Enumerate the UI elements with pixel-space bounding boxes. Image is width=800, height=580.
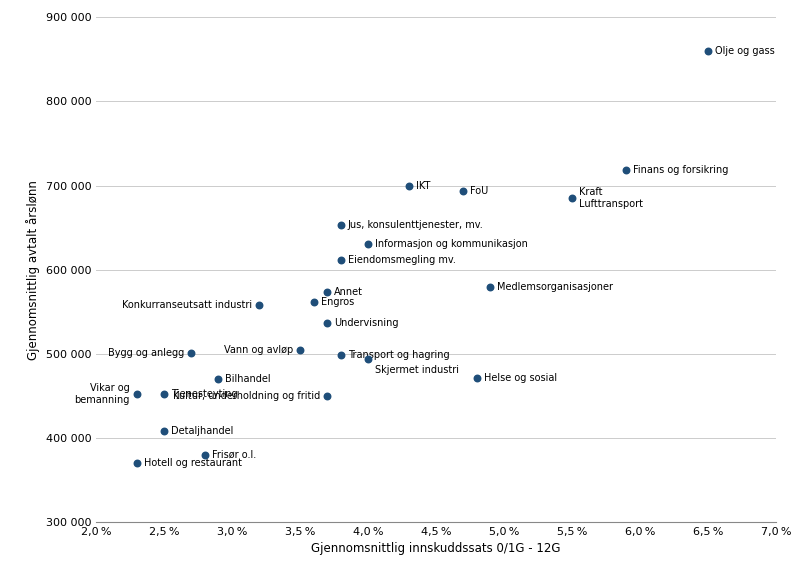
Text: IKT: IKT <box>416 180 430 191</box>
Point <box>158 426 170 436</box>
Point <box>470 374 483 383</box>
Point <box>566 194 578 203</box>
Text: Vikar og
bemanning: Vikar og bemanning <box>74 383 130 405</box>
X-axis label: Gjennomsnittlig innskuddssats 0/1G - 12G: Gjennomsnittlig innskuddssats 0/1G - 12G <box>311 542 561 556</box>
Point <box>334 350 347 359</box>
Text: Undervisning: Undervisning <box>334 318 398 328</box>
Text: Tjenesteyting: Tjenesteyting <box>171 389 238 399</box>
Text: FoU: FoU <box>470 187 488 197</box>
Text: Finans og forsikring: Finans og forsikring <box>634 165 729 176</box>
Text: Transport og hagring: Transport og hagring <box>348 350 450 360</box>
Text: Medlemsorganisasjoner: Medlemsorganisasjoner <box>498 281 614 292</box>
Text: Annet: Annet <box>334 288 363 298</box>
Text: Kultur, underholdning og fritid: Kultur, underholdning og fritid <box>173 391 320 401</box>
Text: Frisør o.l.: Frisør o.l. <box>212 450 256 460</box>
Point <box>484 282 497 291</box>
Text: Engros: Engros <box>321 296 354 307</box>
Point <box>334 256 347 265</box>
Point <box>321 288 334 297</box>
Point <box>212 375 225 384</box>
Text: Eiendomsmegling mv.: Eiendomsmegling mv. <box>348 255 456 266</box>
Text: Hotell og restaurant: Hotell og restaurant <box>144 458 242 468</box>
Text: Helse og sosial: Helse og sosial <box>484 373 557 383</box>
Text: Vann og avløp: Vann og avløp <box>224 345 293 354</box>
Y-axis label: Gjennomsnittlig avtalt årslønn: Gjennomsnittlig avtalt årslønn <box>26 180 40 360</box>
Point <box>158 390 170 399</box>
Point <box>294 345 306 354</box>
Point <box>185 349 198 358</box>
Point <box>362 240 374 249</box>
Point <box>307 297 320 306</box>
Text: Bilhandel: Bilhandel <box>226 374 271 384</box>
Text: Detaljhandel: Detaljhandel <box>171 426 234 436</box>
Point <box>702 46 714 56</box>
Point <box>362 354 374 364</box>
Point <box>620 166 633 175</box>
Point <box>130 458 143 467</box>
Point <box>130 390 143 399</box>
Text: Bygg og anlegg: Bygg og anlegg <box>108 348 184 358</box>
Text: Konkurranseutsatt industri: Konkurranseutsatt industri <box>122 300 252 310</box>
Point <box>334 220 347 230</box>
Point <box>402 181 415 190</box>
Point <box>457 187 470 196</box>
Text: Informasjon og kommunikasjon: Informasjon og kommunikasjon <box>375 240 528 249</box>
Text: Skjermet industri: Skjermet industri <box>375 365 459 375</box>
Text: Kraft
Lufttransport: Kraft Lufttransport <box>579 187 643 209</box>
Point <box>321 318 334 327</box>
Text: Olje og gass: Olje og gass <box>715 46 774 56</box>
Point <box>321 391 334 400</box>
Point <box>253 300 266 310</box>
Point <box>198 450 211 459</box>
Text: Jus, konsulenttjenester, mv.: Jus, konsulenttjenester, mv. <box>348 220 483 230</box>
